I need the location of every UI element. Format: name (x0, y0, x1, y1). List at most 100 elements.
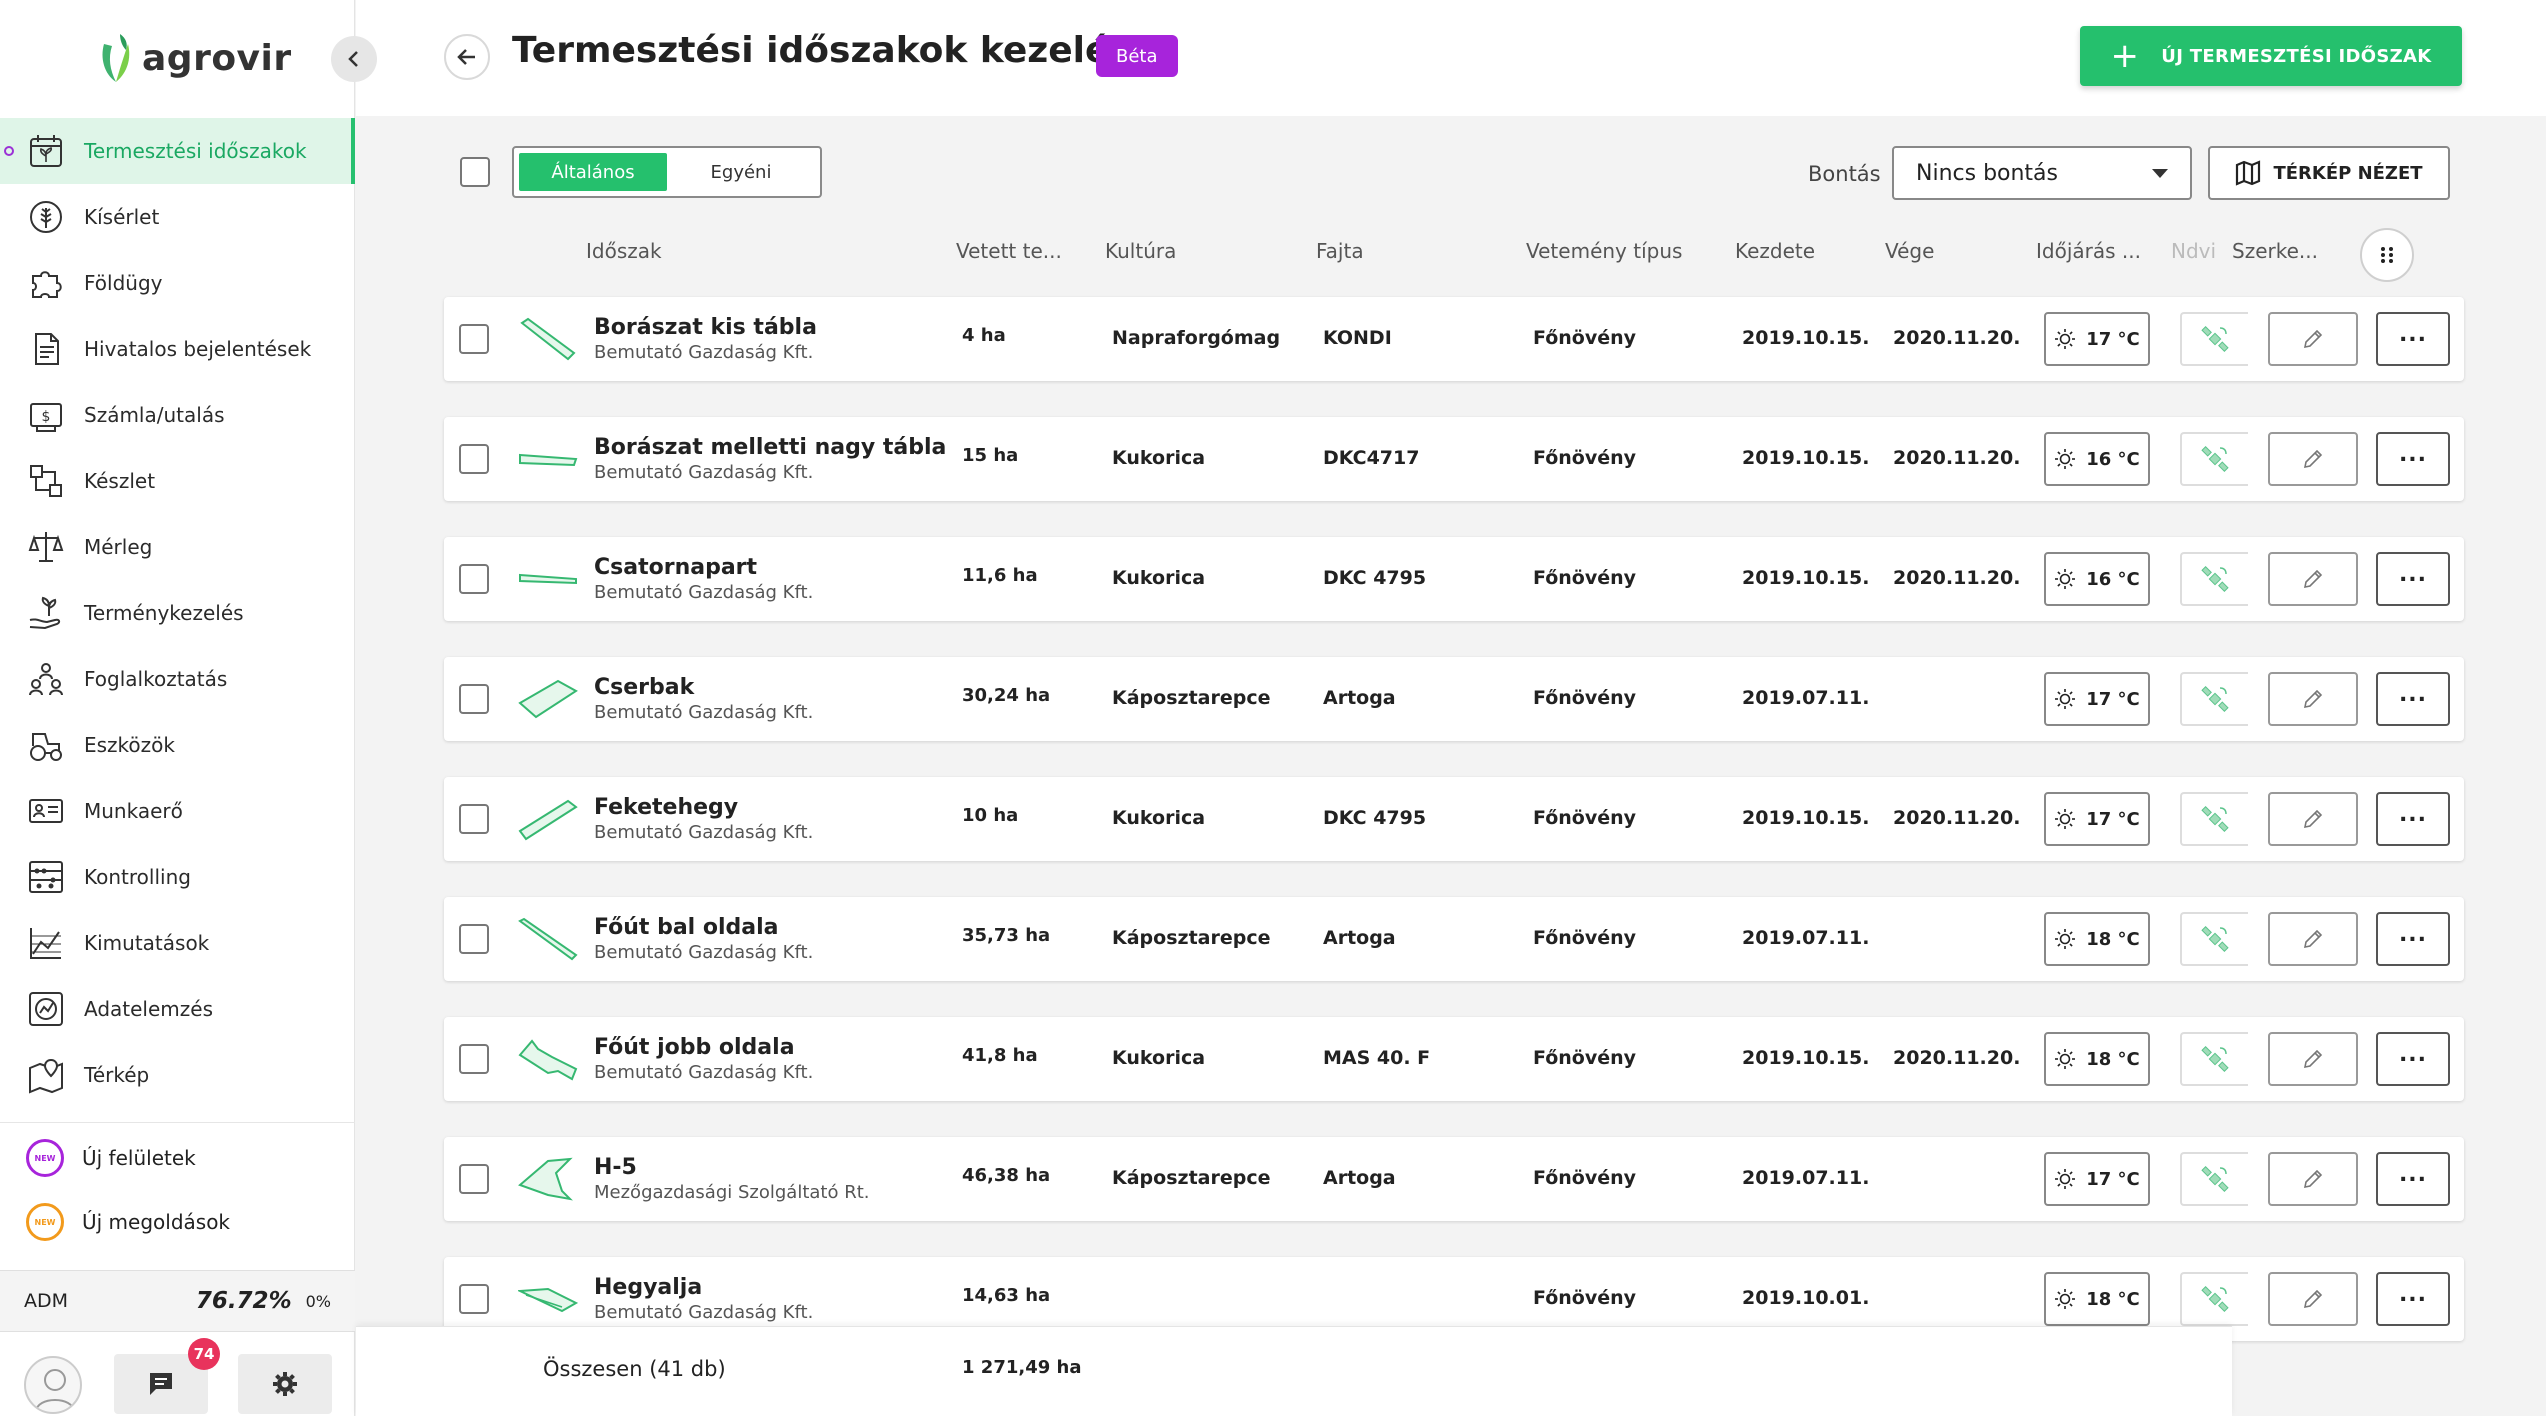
ndvi-button[interactable] (2180, 672, 2248, 726)
row-checkbox[interactable] (459, 804, 489, 834)
cell-start: 2019.10.15. (1742, 1047, 1870, 1069)
edit-button[interactable] (2268, 1032, 2358, 1086)
ndvi-button[interactable] (2180, 1152, 2248, 1206)
sidebar-item-munkaero[interactable]: Munkaerő (0, 778, 355, 844)
more-options-button[interactable]: ... (2376, 912, 2450, 966)
more-options-button[interactable]: ... (2376, 1272, 2450, 1326)
column-header-fajta[interactable]: Fajta (1316, 239, 1364, 263)
column-header-vetemeny-tipus[interactable]: Vetemény típus (1526, 239, 1683, 263)
row-checkbox[interactable] (459, 1284, 489, 1314)
sidebar-item-foldugy[interactable]: Földügy (0, 250, 355, 316)
edit-button[interactable] (2268, 552, 2358, 606)
table-row[interactable]: Cserbak Bemutató Gazdaság Kft. 30,24 ha … (444, 657, 2464, 741)
column-header-idojaras[interactable]: Időjárás ... (2036, 239, 2141, 263)
ndvi-button[interactable] (2180, 1032, 2248, 1086)
edit-button[interactable] (2268, 432, 2358, 486)
sidebar-item-eszkozok[interactable]: Eszközök (0, 712, 355, 778)
weather-button[interactable]: 17 °C (2044, 792, 2150, 846)
map-view-button[interactable]: TÉRKÉP NÉZET (2208, 146, 2450, 200)
column-header-kezdete[interactable]: Kezdete (1735, 239, 1816, 263)
row-checkbox[interactable] (459, 924, 489, 954)
sidebar-item-keszlet[interactable]: Készlet (0, 448, 355, 514)
ndvi-button[interactable] (2180, 912, 2248, 966)
column-header-idoszak[interactable]: Időszak (586, 239, 662, 263)
adm-status-row[interactable]: ADM 76.72% 0% (0, 1270, 355, 1332)
hand-plant-icon (26, 593, 66, 633)
cell-type: Főnövény (1533, 567, 1637, 589)
edit-button[interactable] (2268, 312, 2358, 366)
more-options-button[interactable]: ... (2376, 552, 2450, 606)
sidebar-item-uj-feluletek[interactable]: NEW Új felületek (26, 1133, 196, 1183)
sidebar-item-foglalkoztatas[interactable]: Foglalkoztatás (0, 646, 355, 712)
table-row[interactable]: Borászat kis tábla Bemutató Gazdaság Kft… (444, 297, 2464, 381)
edit-button[interactable] (2268, 1152, 2358, 1206)
column-header-szerkesztes[interactable]: Szerke... (2232, 239, 2318, 263)
collapse-sidebar-button[interactable] (331, 36, 377, 82)
sidebar-item-merleg[interactable]: Mérleg (0, 514, 355, 580)
edit-button[interactable] (2268, 1272, 2358, 1326)
column-header-ndvi[interactable]: Ndvi (2171, 239, 2217, 263)
segment-altalanos[interactable]: Általános (519, 153, 667, 191)
table-row[interactable]: Csatornapart Bemutató Gazdaság Kft. 11,6… (444, 537, 2464, 621)
weather-button[interactable]: 16 °C (2044, 552, 2150, 606)
segment-egyeni[interactable]: Egyéni (710, 161, 772, 183)
ndvi-button[interactable] (2180, 1272, 2248, 1326)
ndvi-button[interactable] (2180, 552, 2248, 606)
people-icon (26, 659, 66, 699)
row-checkbox[interactable] (459, 684, 489, 714)
sidebar-item-uj-megoldasok[interactable]: NEW Új megoldások (26, 1197, 230, 1247)
sidebar-item-adatelemzes[interactable]: Adatelemzés (0, 976, 355, 1042)
weather-button[interactable]: 18 °C (2044, 912, 2150, 966)
chart-icon (26, 923, 66, 963)
table-row[interactable]: Főút bal oldala Bemutató Gazdaság Kft. 3… (444, 897, 2464, 981)
sidebar-item-hivatalos-bejelentesek[interactable]: Hivatalos bejelentések (0, 316, 355, 382)
sidebar-item-label: Adatelemzés (84, 997, 213, 1021)
column-header-vege[interactable]: Vége (1885, 239, 1935, 263)
weather-button[interactable]: 17 °C (2044, 1152, 2150, 1206)
table-row[interactable]: H-5 Mezőgazdasági Szolgáltató Rt. 46,38 … (444, 1137, 2464, 1221)
sidebar-item-kontrolling[interactable]: Kontrolling (0, 844, 355, 910)
row-checkbox[interactable] (459, 1044, 489, 1074)
more-options-button[interactable]: ... (2376, 1032, 2450, 1086)
weather-button[interactable]: 16 °C (2044, 432, 2150, 486)
settings-button[interactable] (238, 1354, 332, 1414)
select-all-checkbox[interactable] (460, 157, 490, 187)
ndvi-button[interactable] (2180, 312, 2248, 366)
bontas-select[interactable]: Nincs bontás (1892, 146, 2192, 200)
company-name: Bemutató Gazdaság Kft. (594, 1062, 814, 1083)
back-button[interactable] (444, 34, 490, 80)
sidebar-item-kimutatasok[interactable]: Kimutatások (0, 910, 355, 976)
more-options-button[interactable]: ... (2376, 1152, 2450, 1206)
new-period-button[interactable]: + ÚJ TERMESZTÉSI IDŐSZAK (2080, 26, 2462, 86)
row-checkbox[interactable] (459, 444, 489, 474)
column-settings-button[interactable] (2360, 228, 2414, 282)
weather-button[interactable]: 18 °C (2044, 1032, 2150, 1086)
edit-button[interactable] (2268, 792, 2358, 846)
agrovir-logo[interactable]: agrovir (96, 30, 292, 86)
more-options-button[interactable]: ... (2376, 312, 2450, 366)
weather-button[interactable]: 17 °C (2044, 312, 2150, 366)
row-checkbox[interactable] (459, 564, 489, 594)
sidebar-item-kiserlet[interactable]: Kísérlet (0, 184, 355, 250)
sidebar-item-terkep[interactable]: Térkép (0, 1042, 355, 1108)
weather-button[interactable]: 18 °C (2044, 1272, 2150, 1326)
row-checkbox[interactable] (459, 324, 489, 354)
more-options-button[interactable]: ... (2376, 672, 2450, 726)
more-options-button[interactable]: ... (2376, 792, 2450, 846)
table-row[interactable]: Borászat melletti nagy tábla Bemutató Ga… (444, 417, 2464, 501)
more-options-button[interactable]: ... (2376, 432, 2450, 486)
table-row[interactable]: Főút jobb oldala Bemutató Gazdaság Kft. … (444, 1017, 2464, 1101)
sidebar-item-termesztesi-idoszakok[interactable]: Termesztési időszakok (0, 118, 355, 184)
sidebar-item-termenykezeles[interactable]: Terménykezelés (0, 580, 355, 646)
row-checkbox[interactable] (459, 1164, 489, 1194)
avatar[interactable] (24, 1356, 82, 1414)
sidebar-item-szamla-utalas[interactable]: $ Számla/utalás (0, 382, 355, 448)
column-header-vetett-terulet[interactable]: Vetett te... (956, 239, 1062, 263)
ndvi-button[interactable] (2180, 792, 2248, 846)
column-header-kultura[interactable]: Kultúra (1105, 239, 1177, 263)
edit-button[interactable] (2268, 912, 2358, 966)
ndvi-button[interactable] (2180, 432, 2248, 486)
edit-button[interactable] (2268, 672, 2358, 726)
table-row[interactable]: Feketehegy Bemutató Gazdaság Kft. 10 ha … (444, 777, 2464, 861)
weather-button[interactable]: 17 °C (2044, 672, 2150, 726)
